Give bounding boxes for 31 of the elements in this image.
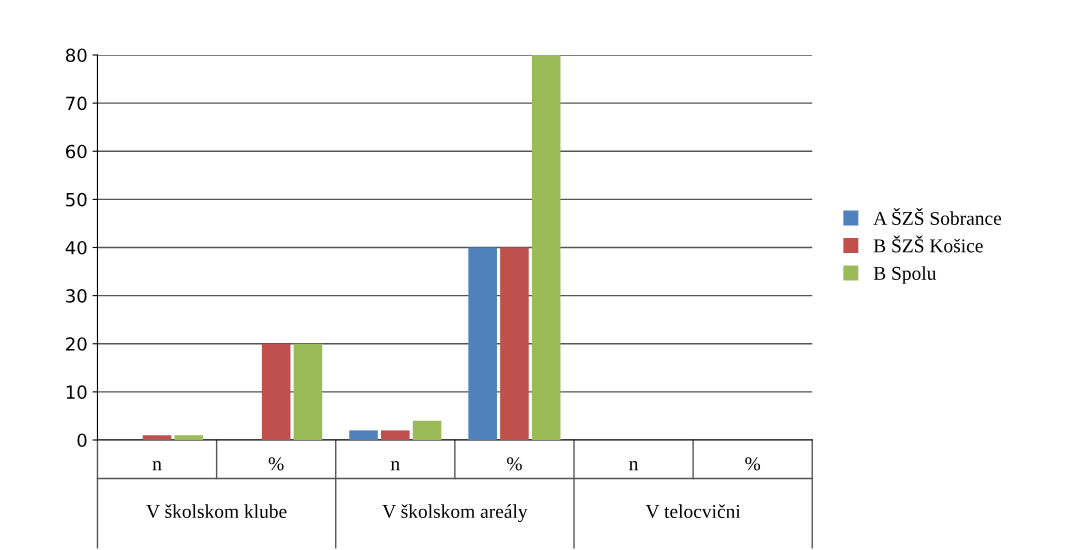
x-tick-label: n <box>152 461 162 471</box>
bar <box>500 247 529 440</box>
x-tick-label: % <box>506 457 522 471</box>
y-tick-label: 40 <box>65 240 87 255</box>
x-tick-label: n <box>629 461 639 471</box>
y-tick-label: 20 <box>66 337 87 351</box>
bar <box>261 343 291 440</box>
x-tick-label: n <box>390 461 400 471</box>
bar <box>174 435 204 440</box>
legend-label: B Spolu <box>873 266 937 284</box>
y-tick-label: 0 <box>77 433 87 448</box>
x-tick-label: % <box>268 457 284 471</box>
x-tick-label: % <box>745 457 761 471</box>
legend-label: A ŠZŠ Sobrance <box>873 208 1002 225</box>
y-tick-label: 70 <box>66 96 87 111</box>
bar <box>293 343 323 440</box>
y-tick-label: 60 <box>66 144 87 159</box>
y-tick-label: 10 <box>66 385 87 399</box>
bar <box>412 420 442 440</box>
y-tick-label: 30 <box>66 289 87 303</box>
text: V školskom areály <box>382 504 528 523</box>
text: V telocvični <box>645 504 741 519</box>
bar <box>531 55 561 440</box>
y-tick-label: 50 <box>66 192 87 207</box>
bar <box>142 435 172 440</box>
legend-label: B ŠZŠ Košice <box>873 235 983 253</box>
y-tick-label: 80 <box>66 48 87 63</box>
bar <box>381 430 410 440</box>
bar <box>468 247 497 440</box>
text: V školskom klube <box>146 504 287 519</box>
bar <box>349 430 378 440</box>
